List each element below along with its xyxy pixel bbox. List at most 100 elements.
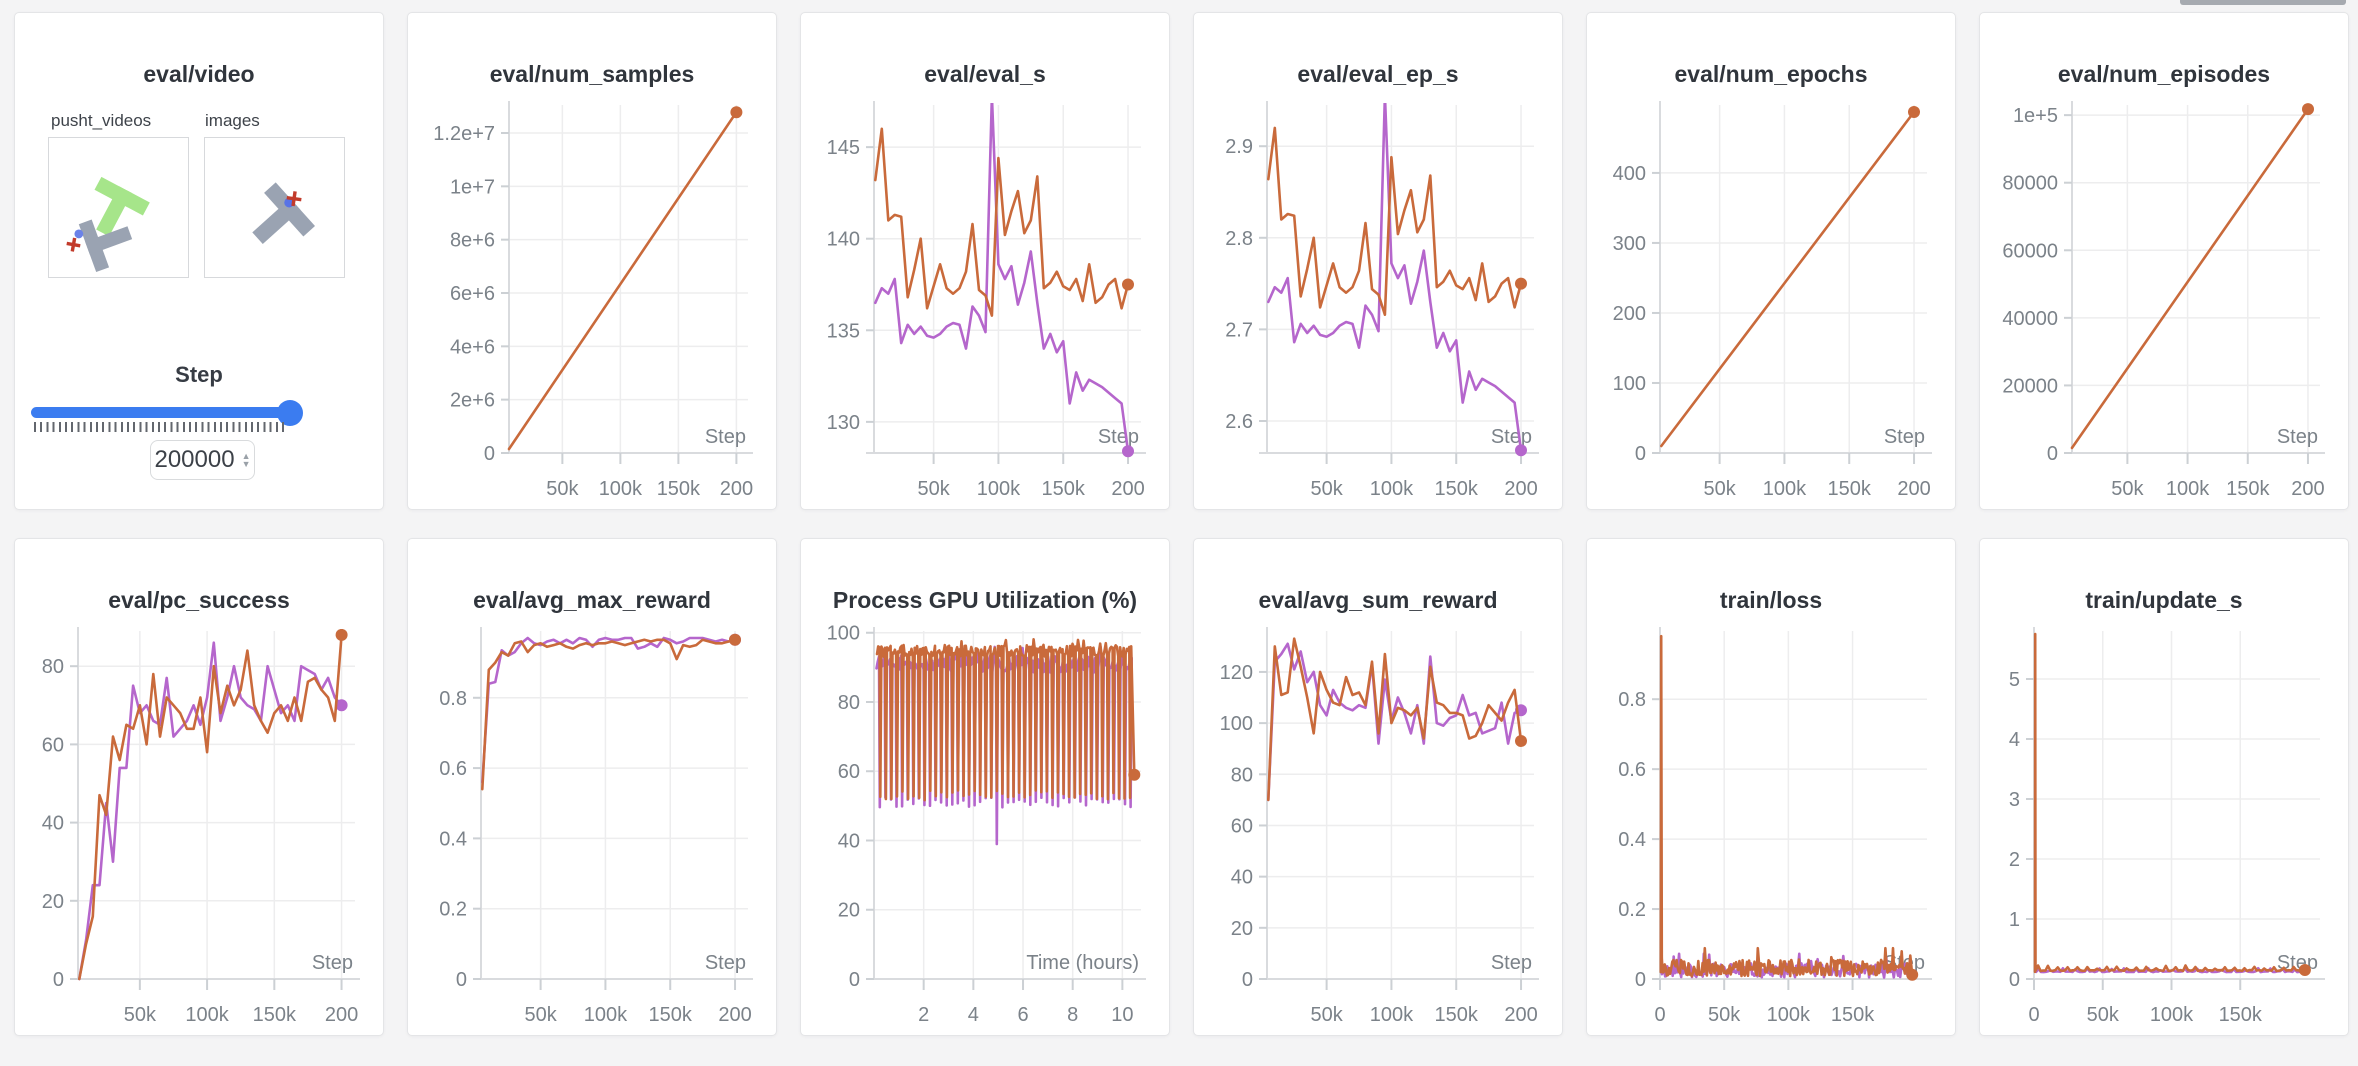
y-tick-label: 20 [1231, 918, 1253, 940]
y-tick-label: 20 [42, 891, 64, 913]
x-tick-label: 150k [1828, 478, 1872, 500]
y-tick-label: 0 [1635, 969, 1646, 991]
x-tick-label: 50k [2111, 478, 2144, 500]
x-tick-label: 100k [1767, 1004, 1811, 1026]
chart-eval-pc-success[interactable]: 0 20 40 60 80 50k 100k 150k 200 Step [15, 539, 384, 1036]
y-tick-label: 0.6 [439, 758, 467, 780]
chart-eval-num-epochs[interactable]: 0 100 200 300 400 50k 100k 150k 200 Step [1587, 13, 1956, 510]
panel-eval-num-epochs: eval/num_epochs 0 100 200 300 400 50k 100k 150k 2… [1586, 12, 1956, 510]
stepper-arrows-icon[interactable]: ▲ ▼ [241, 451, 251, 469]
x-tick-label: 50k [2087, 1004, 2120, 1026]
x-tick-label: 100k [1763, 478, 1807, 500]
x-tick-label: 0 [1654, 1004, 1665, 1026]
y-tick-label: 0 [53, 969, 64, 991]
y-tick-label: 2.9 [1225, 136, 1253, 158]
y-tick-label: 60 [838, 761, 860, 783]
y-tick-label: 40000 [2002, 308, 2058, 330]
panel-title: train/update_s [2085, 587, 2243, 613]
panel-eval-avg-max-reward: eval/avg_max_reward 0 0.2 0.4 0.6 0.8 50k 100k 1… [407, 538, 777, 1036]
y-tick-label: 400 [1613, 163, 1646, 185]
panel-eval-num-samples: eval/num_samples 0 2e+6 4e+6 6e+6 8e+6 1e+7 1.2… [407, 12, 777, 510]
x-tick-label: 50k [1310, 478, 1343, 500]
x-tick-label: 200 [718, 1004, 751, 1026]
panel-title: eval/eval_s [924, 61, 1046, 87]
y-tick-label: 0 [456, 969, 467, 991]
y-tick-label: 8e+6 [450, 230, 495, 252]
chart-eval-eval-ep-s[interactable]: 2.6 2.7 2.8 2.9 50k 100k 150k 200 Step [1194, 13, 1563, 510]
y-tick-label: 2e+6 [450, 390, 495, 412]
y-tick-label: 1 [2009, 909, 2020, 931]
series-end-dot-orange [1128, 768, 1141, 781]
y-tick-label: 60 [1231, 815, 1253, 837]
x-tick-label: 100k [584, 1004, 628, 1026]
x-tick-label: 200 [1504, 1004, 1537, 1026]
chart-eval-num-samples[interactable]: 0 2e+6 4e+6 6e+6 8e+6 1e+7 1.2e+7 50k 100k 150k 20… [408, 13, 777, 510]
series-line-orange [507, 110, 738, 451]
series-line-orange [481, 638, 737, 791]
y-tick-label: 4e+6 [450, 336, 495, 358]
chart-eval-num-episodes[interactable]: 0 20000 40000 60000 80000 1e+5 50k 100k 150k 200 S… [1980, 13, 2349, 510]
chart-process-gpu-utilization[interactable]: 0 20 40 60 80 100 2 4 6 8 10 Time (hours) [801, 539, 1170, 1036]
series-end-dot-orange [1906, 968, 1919, 981]
video-thumbnail-pusht[interactable] [48, 137, 189, 278]
x-axis-label: Step [1098, 426, 1139, 448]
x-tick-label: 50k [917, 478, 950, 500]
pusht-image-icon [252, 182, 316, 245]
x-tick-label: 50k [1310, 1004, 1343, 1026]
panel-title: eval/num_samples [489, 61, 695, 87]
x-axis-label: Step [312, 952, 353, 974]
y-tick-label: 300 [1613, 233, 1646, 255]
x-tick-label: 150k [649, 1004, 693, 1026]
y-tick-label: 100 [827, 623, 860, 645]
panel-title: eval/num_episodes [2057, 61, 2271, 87]
y-tick-label: 80 [42, 656, 64, 678]
chart-eval-avg-sum-reward[interactable]: 0 20 40 60 80 100 120 50k 100k 150k 200 Step [1194, 539, 1563, 1036]
panel-eval-num-episodes: eval/num_episodes 0 20000 40000 60000 80000 1e… [1979, 12, 2349, 510]
chart-eval-avg-max-reward[interactable]: 0 0.2 0.4 0.6 0.8 50k 100k 150k 200 Step [408, 539, 777, 1036]
series-line-orange [875, 638, 1136, 802]
y-tick-label: 0 [484, 443, 495, 465]
series-line-orange [1267, 126, 1523, 317]
x-axis-label: Step [2277, 426, 2318, 448]
x-tick-label: 100k [185, 1004, 229, 1026]
x-tick-label: 150k [2219, 1004, 2263, 1026]
y-tick-label: 120 [1220, 662, 1253, 684]
x-tick-label: 100k [2150, 1004, 2194, 1026]
x-tick-label: 100k [599, 478, 643, 500]
horizontal-scrollbar-thumb[interactable] [2180, 0, 2346, 5]
step-slider-thumb[interactable] [277, 400, 303, 426]
slider-tick-ruler [34, 422, 286, 432]
panel-eval-avg-sum-reward: eval/avg_sum_reward 0 20 40 60 80 100 120 50k 100… [1193, 538, 1563, 1036]
y-tick-label: 6e+6 [450, 283, 495, 305]
panel-eval-eval-s: eval/eval_s 130 135 140 145 50k 100k 150k 200 Ste… [800, 12, 1170, 510]
x-tick-label: 150k [253, 1004, 297, 1026]
step-number-input[interactable]: 200000 ▲ ▼ [150, 440, 255, 480]
panel-eval-video: eval/video pusht_videos images [14, 12, 384, 510]
panel-title: eval/avg_sum_reward [1258, 587, 1498, 613]
x-tick-label: 6 [1017, 1004, 1028, 1026]
y-tick-label: 5 [2009, 669, 2020, 691]
x-tick-label: 200 [720, 478, 753, 500]
image-thumbnail[interactable] [204, 137, 345, 278]
x-tick-label: 0 [2028, 1004, 2039, 1026]
step-value: 200000 [154, 446, 235, 473]
panel-train-update-s: train/update_s 0 1 2 3 4 5 0 50k 100k 150k Step [1979, 538, 2349, 1036]
x-tick-label: 150k [1435, 478, 1479, 500]
y-tick-label: 200 [1613, 303, 1646, 325]
panel-title: train/loss [1719, 587, 1823, 613]
x-tick-label: 50k [524, 1004, 557, 1026]
y-tick-label: 0 [1242, 969, 1253, 991]
x-axis-label: Step [705, 952, 746, 974]
y-tick-label: 20000 [2002, 375, 2058, 397]
x-tick-label: 200 [325, 1004, 358, 1026]
x-tick-label: 100k [977, 478, 1021, 500]
pusht-scene-icon [66, 176, 150, 273]
y-tick-label: 100 [1220, 713, 1253, 735]
media-key-label-images: images [205, 111, 260, 130]
step-slider-track[interactable] [31, 407, 298, 418]
x-tick-label: 4 [968, 1004, 979, 1026]
chart-eval-eval-s[interactable]: 130 135 140 145 50k 100k 150k 200 Step [801, 13, 1170, 510]
y-tick-label: 2.8 [1225, 228, 1253, 250]
